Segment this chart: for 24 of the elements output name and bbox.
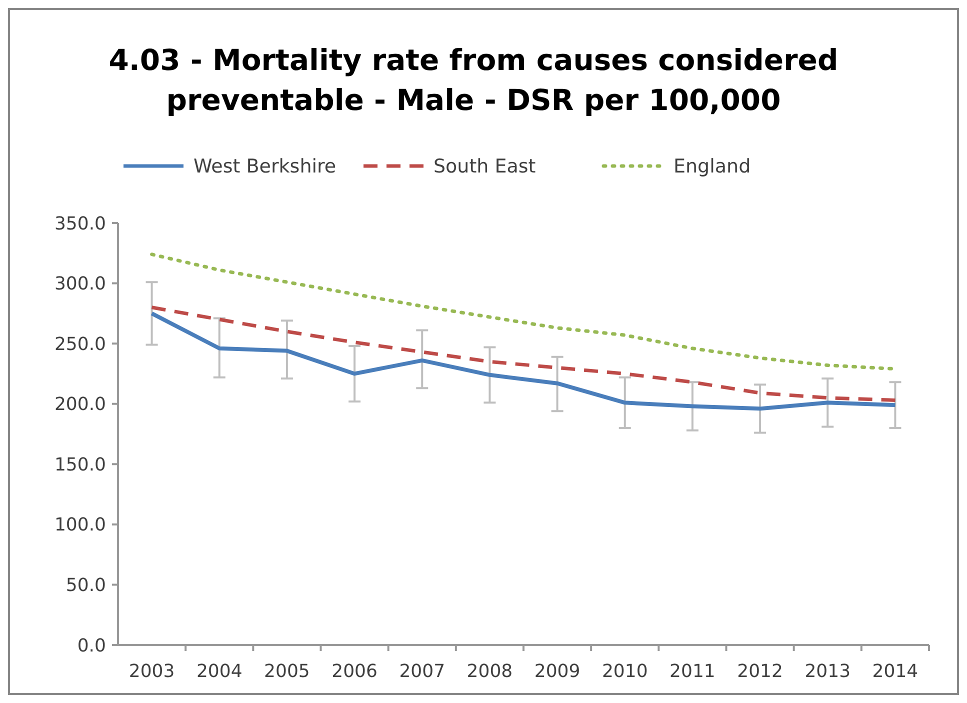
x-tick-label: 2011 [670,661,716,682]
legend-label: West Berkshire [194,156,336,178]
x-tick-label: 2006 [332,661,378,682]
x-tick-label: 2013 [804,661,851,682]
legend-label: England [674,156,751,178]
y-tick-label: 350.0 [54,213,106,234]
y-tick-label: 300.0 [54,274,106,295]
x-tick-label: 2012 [737,661,783,682]
legend-label: South East [434,156,536,178]
x-tick-label: 2004 [196,661,242,682]
x-tick-label: 2008 [466,661,513,682]
y-tick-label: 250.0 [54,334,106,355]
x-tick-label: 2009 [534,661,580,682]
x-tick-label: 2007 [399,661,446,682]
y-tick-label: 200.0 [54,394,106,416]
x-tick-label: 2014 [872,661,918,682]
y-tick-label: 50.0 [66,575,106,596]
x-tick-label: 2010 [602,661,648,682]
x-tick-label: 2003 [128,661,175,682]
y-tick-label: 0.0 [77,635,106,656]
chart-title: 4.03 - Mortality rate from causes considered preventable - Male - DSR per 100,000 [108,43,838,117]
y-tick-label: 100.0 [54,514,106,536]
x-tick-label: 2005 [264,661,310,682]
y-tick-label: 150.0 [54,454,106,476]
